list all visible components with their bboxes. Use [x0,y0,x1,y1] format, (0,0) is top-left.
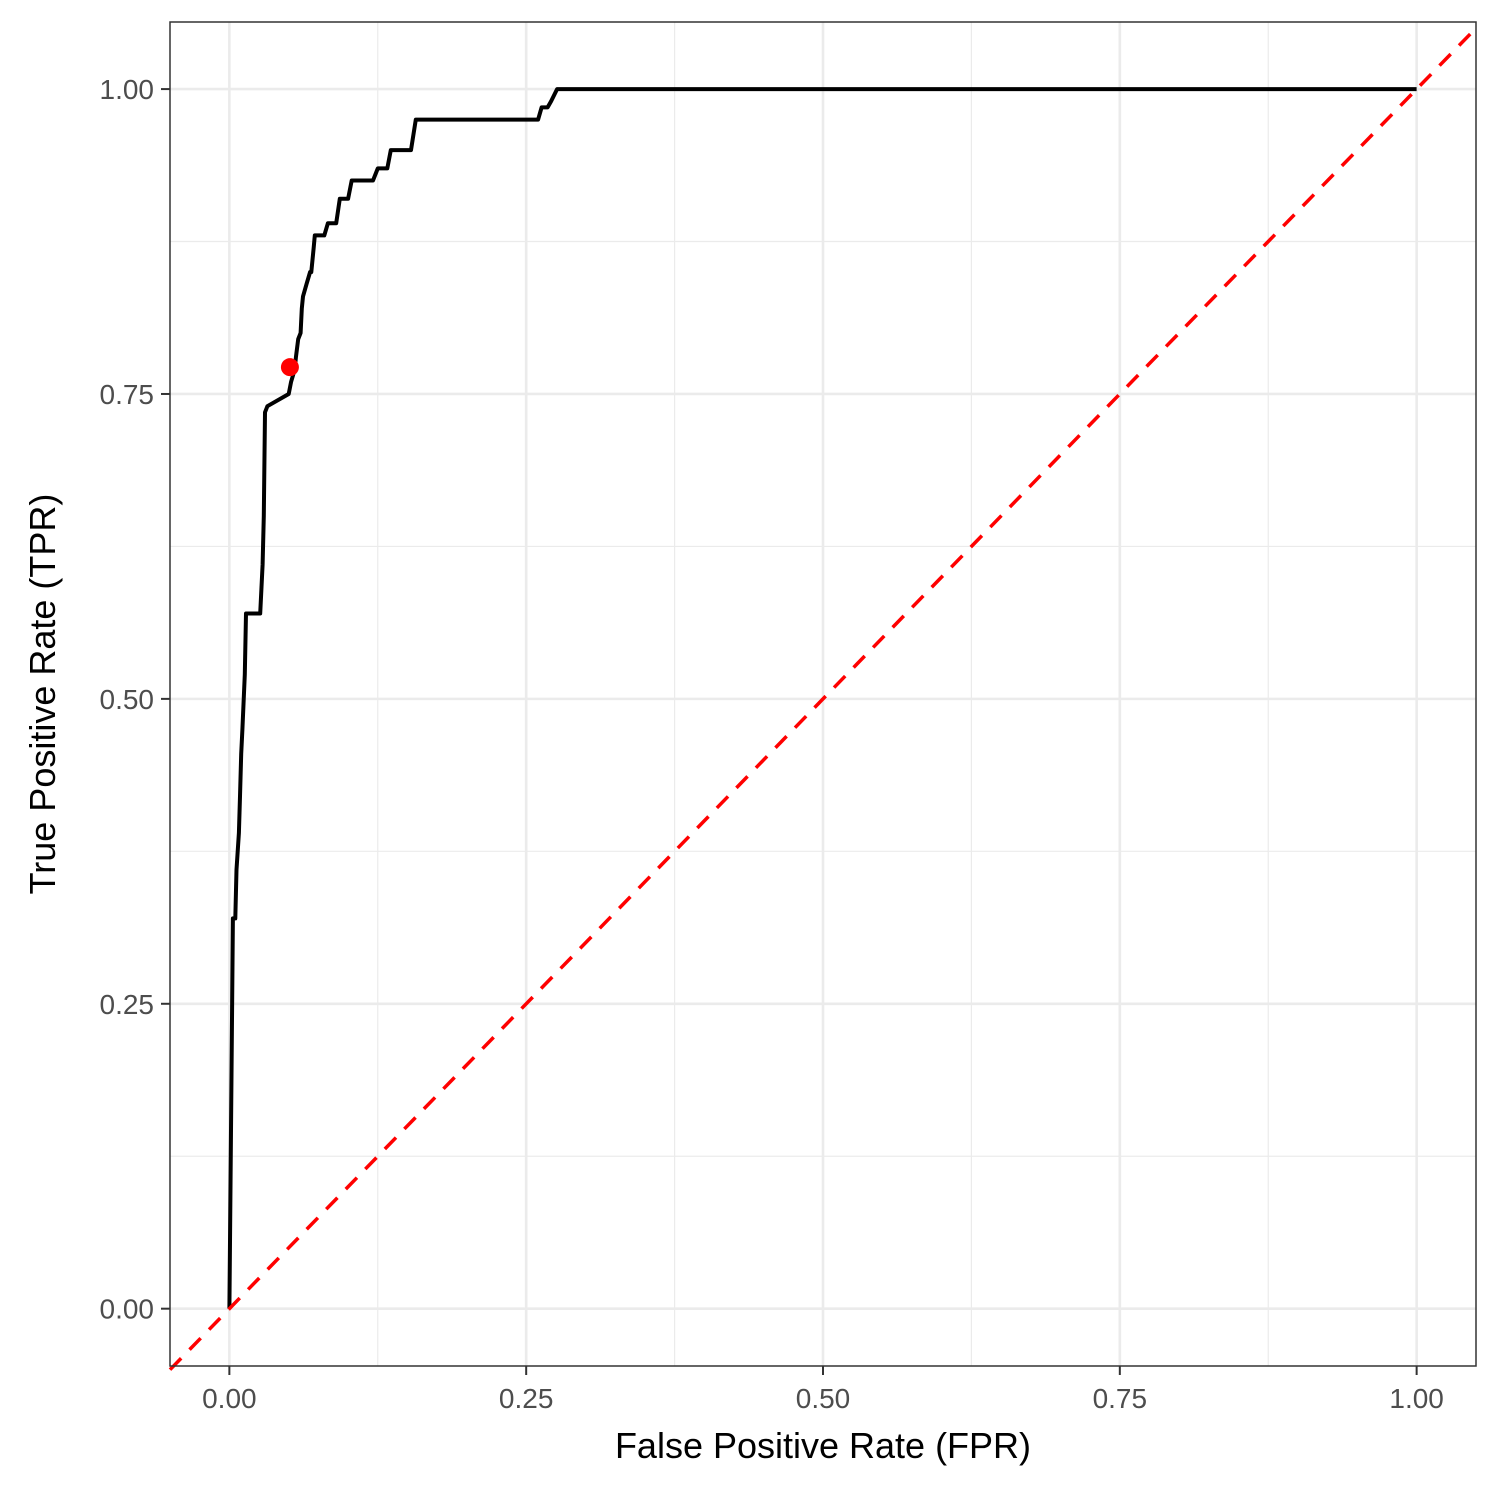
roc-curve-line [227,87,1417,1309]
series-layer [168,26,1478,1371]
optimal-threshold-point [280,358,299,377]
x-tick-label: 0.25 [499,1383,554,1414]
y-tick-label: 0.00 [100,1294,155,1325]
x-axis-title: False Positive Rate (FPR) [615,1425,1031,1466]
y-axis-title: True Positive Rate (TPR) [22,494,63,895]
points-layer [280,358,299,377]
x-tick-label: 0.75 [1093,1383,1148,1414]
x-tick-label: 0.50 [796,1383,851,1414]
ticks: 0.00 0.25 0.50 0.75 1.00 0.00 0.25 0.50 0.75 1.00 [100,74,1444,1414]
x-tick-label: 0.00 [202,1383,257,1414]
grid [170,22,1476,1366]
y-tick-label: 1.00 [100,74,155,105]
y-tick-label: 0.25 [100,989,155,1020]
y-tick-label: 0.75 [100,379,155,410]
x-tick-label: 1.00 [1389,1383,1444,1414]
reference-diagonal-line [168,26,1478,1371]
y-tick-label: 0.50 [100,684,155,715]
